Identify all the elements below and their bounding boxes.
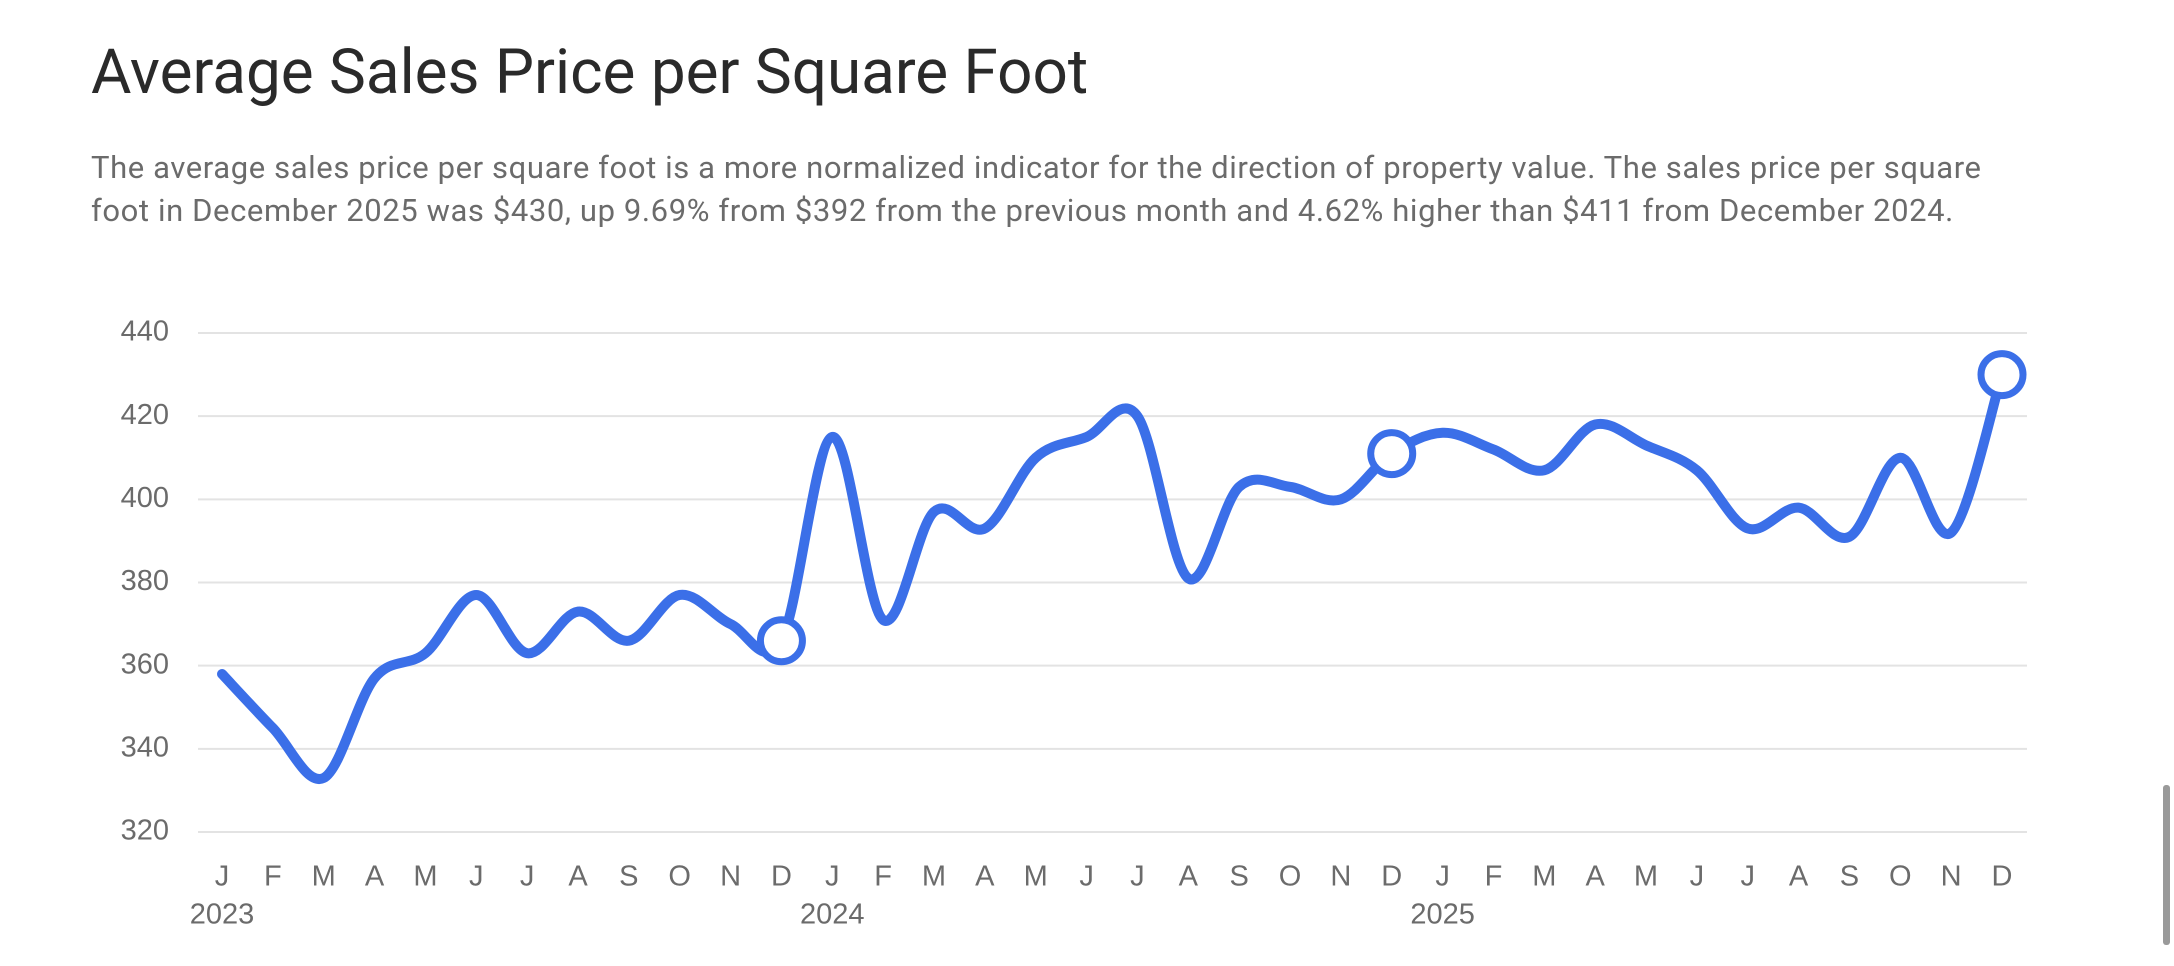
- y-tick-label: 340: [121, 731, 169, 763]
- chart-title: Average Sales Price per Square Foot: [91, 36, 1089, 109]
- x-tick-label: J: [1740, 861, 1755, 893]
- x-tick-label: A: [1585, 861, 1605, 893]
- x-tick-label: F: [874, 861, 892, 893]
- line: [217, 369, 2007, 784]
- year-label: 2023: [190, 899, 255, 931]
- x-tick-label: N: [1941, 861, 1962, 893]
- x-tick-label: J: [825, 861, 840, 893]
- x-tick-label: M: [1024, 861, 1048, 893]
- x-tick-label: A: [568, 861, 588, 893]
- x-tick-label: M: [1634, 861, 1658, 893]
- x-tick-label: O: [1889, 861, 1912, 893]
- x-tick-label: J: [1079, 861, 1094, 893]
- year-label: 2024: [800, 899, 865, 931]
- x-tick-label: J: [1435, 861, 1450, 893]
- scrollbar: [2163, 785, 2170, 945]
- x-tick-label: M: [1532, 861, 1556, 893]
- x-tick-label: D: [1381, 861, 1402, 893]
- x-tick-label: M: [922, 861, 946, 893]
- x-tick-label: A: [1179, 861, 1199, 893]
- y-tick-label: 360: [121, 648, 169, 680]
- x-tick-label: M: [312, 861, 336, 893]
- chart-subtitle: The average sales price per square foot …: [91, 149, 1982, 229]
- x-tick-label: N: [720, 861, 741, 893]
- x-tick-label: O: [668, 861, 691, 893]
- x-tick-label: A: [1789, 861, 1809, 893]
- point-marker: [756, 616, 806, 666]
- x-tick-label: O: [1279, 861, 1302, 893]
- x-tick-label: J: [1130, 861, 1145, 893]
- x-tick-label: J: [215, 861, 230, 893]
- x-tick-label: N: [1330, 861, 1351, 893]
- year-label: 2025: [1410, 899, 1475, 931]
- y-tick-label: 400: [121, 482, 169, 514]
- x-tick-label: S: [1840, 861, 1859, 893]
- x-tick-label: D: [771, 861, 792, 893]
- x-tick-label: A: [365, 861, 385, 893]
- x-tick-label: F: [1485, 861, 1503, 893]
- y-tick-label: 320: [121, 815, 169, 847]
- x-tick-label: D: [1992, 861, 2013, 893]
- point-marker: [1977, 350, 2027, 400]
- x-tick-label: A: [975, 861, 995, 893]
- y-tick-label: 420: [121, 399, 169, 431]
- x-tick-label: J: [520, 861, 535, 893]
- x-tick-label: M: [413, 861, 437, 893]
- y-tick-label: 440: [121, 316, 169, 348]
- x-tick-label: J: [469, 861, 484, 893]
- x-tick-label: F: [264, 861, 282, 893]
- x-tick-label: S: [619, 861, 638, 893]
- x-tick-label: S: [1229, 861, 1248, 893]
- y-tick-label: 380: [121, 565, 169, 597]
- point-marker: [1367, 429, 1417, 479]
- x-tick-label: J: [1690, 861, 1705, 893]
